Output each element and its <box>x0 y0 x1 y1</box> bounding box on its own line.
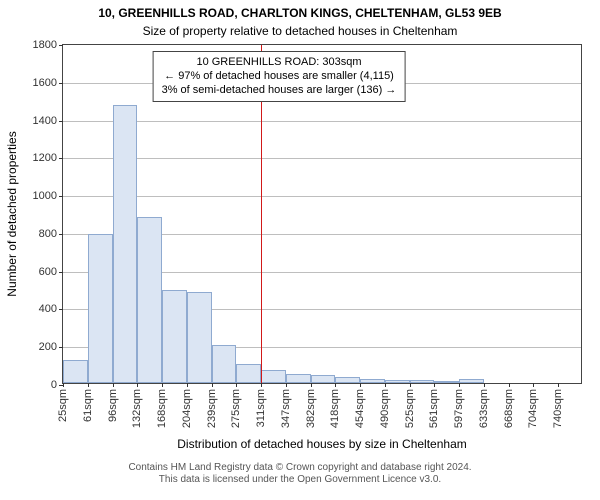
footer-line1: Contains HM Land Registry data © Crown c… <box>0 462 600 474</box>
y-tick-label: 1800 <box>33 39 57 51</box>
histogram-bar <box>236 364 261 383</box>
x-tick-label: 561sqm <box>428 389 440 428</box>
x-tick-label: 668sqm <box>503 389 515 428</box>
y-tick-label: 600 <box>39 266 57 278</box>
chart-title-line1: 10, GREENHILLS ROAD, CHARLTON KINGS, CHE… <box>0 6 600 20</box>
footer-line2: This data is licensed under the Open Gov… <box>0 474 600 486</box>
histogram-bar <box>187 292 212 383</box>
x-tick-label: 454sqm <box>354 389 366 428</box>
x-tick-mark <box>459 383 460 387</box>
histogram-bar <box>410 380 435 383</box>
x-tick-label: 740sqm <box>552 389 564 428</box>
x-tick-mark <box>137 383 138 387</box>
x-tick-mark <box>509 383 510 387</box>
y-axis-label: Number of detached properties <box>5 131 19 296</box>
x-tick-mark <box>187 383 188 387</box>
attribution-footer: Contains HM Land Registry data © Crown c… <box>0 462 600 485</box>
x-tick-label: 61sqm <box>82 389 94 422</box>
x-tick-mark <box>162 383 163 387</box>
x-tick-label: 633sqm <box>478 389 490 428</box>
x-tick-label: 132sqm <box>131 389 143 428</box>
x-tick-label: 525sqm <box>404 389 416 428</box>
x-tick-mark <box>63 383 64 387</box>
histogram-bar <box>113 105 138 383</box>
y-tick-label: 1600 <box>33 77 57 89</box>
histogram-bar <box>261 370 286 383</box>
x-tick-mark <box>88 383 89 387</box>
chart-container: 10, GREENHILLS ROAD, CHARLTON KINGS, CHE… <box>0 0 600 500</box>
x-tick-mark <box>434 383 435 387</box>
histogram-bar <box>88 234 113 383</box>
y-tick-label: 1400 <box>33 115 57 127</box>
x-tick-mark <box>360 383 361 387</box>
x-tick-mark <box>410 383 411 387</box>
x-tick-mark <box>286 383 287 387</box>
histogram-bar <box>212 345 237 383</box>
x-tick-label: 25sqm <box>57 389 69 422</box>
x-tick-mark <box>212 383 213 387</box>
x-tick-mark <box>261 383 262 387</box>
x-tick-label: 204sqm <box>181 389 193 428</box>
x-tick-label: 418sqm <box>329 389 341 428</box>
x-tick-label: 168sqm <box>156 389 168 428</box>
histogram-bar <box>335 377 360 383</box>
x-tick-label: 704sqm <box>527 389 539 428</box>
x-tick-label: 597sqm <box>453 389 465 428</box>
histogram-bar <box>385 380 410 383</box>
x-tick-mark <box>484 383 485 387</box>
y-tick-label: 400 <box>39 303 57 315</box>
plot-area: 020040060080010001200140016001800 10 GRE… <box>62 44 582 384</box>
histogram-bar <box>137 217 162 383</box>
y-tick-label: 200 <box>39 341 57 353</box>
x-tick-label: 275sqm <box>230 389 242 428</box>
x-tick-label: 239sqm <box>206 389 218 428</box>
x-tick-label: 311sqm <box>255 389 267 427</box>
x-axis-title: Distribution of detached houses by size … <box>63 437 581 451</box>
annotation-box: 10 GREENHILLS ROAD: 303sqm ← 97% of deta… <box>153 51 406 102</box>
x-tick-mark <box>311 383 312 387</box>
x-tick-mark <box>335 383 336 387</box>
y-tick-label: 1200 <box>33 152 57 164</box>
y-tick-label: 1000 <box>33 190 57 202</box>
x-tick-label: 96sqm <box>107 389 119 422</box>
chart-title-line2: Size of property relative to detached ho… <box>0 24 600 38</box>
x-tick-mark <box>385 383 386 387</box>
annotation-line2: ← 97% of detached houses are smaller (4,… <box>162 70 397 84</box>
annotation-line1: 10 GREENHILLS ROAD: 303sqm <box>162 56 397 70</box>
x-tick-mark <box>533 383 534 387</box>
x-tick-label: 347sqm <box>280 389 292 428</box>
x-tick-mark <box>236 383 237 387</box>
annotation-line3: 3% of semi-detached houses are larger (1… <box>162 84 397 98</box>
histogram-bar <box>360 379 385 383</box>
histogram-bar <box>311 375 336 383</box>
x-tick-mark <box>558 383 559 387</box>
histogram-bar <box>162 290 187 383</box>
x-tick-label: 490sqm <box>379 389 391 428</box>
histogram-bar <box>434 381 459 383</box>
x-tick-label: 382sqm <box>305 389 317 428</box>
histogram-bar <box>286 374 311 383</box>
histogram-bar <box>459 379 484 383</box>
y-tick-label: 800 <box>39 228 57 240</box>
x-tick-mark <box>113 383 114 387</box>
histogram-bar <box>63 360 88 383</box>
